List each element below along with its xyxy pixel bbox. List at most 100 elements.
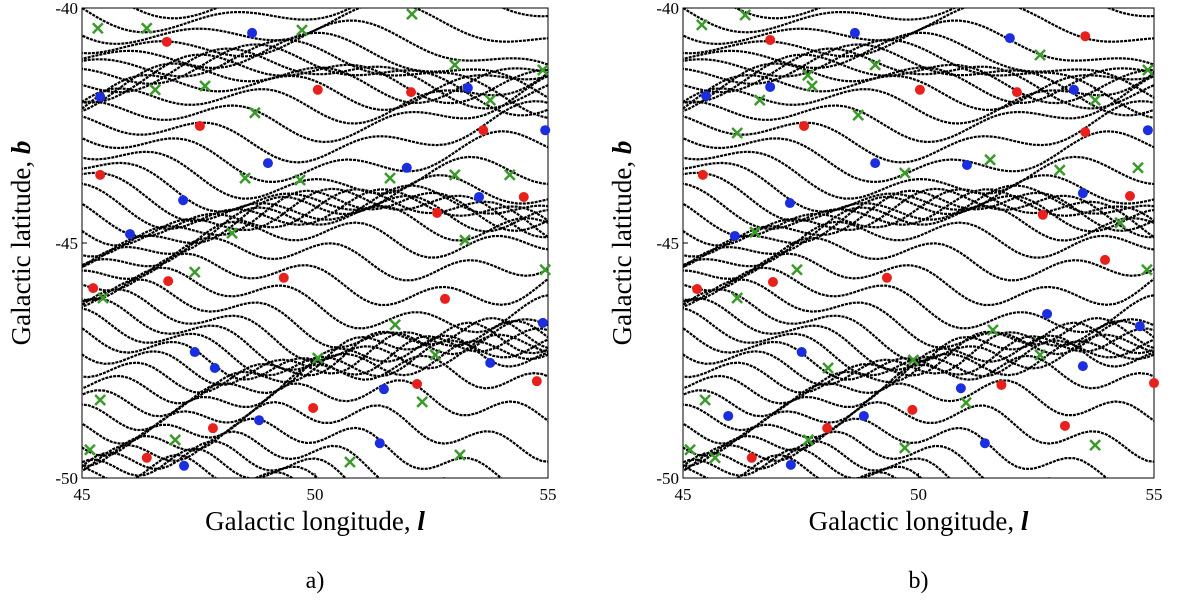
contour-line	[82, 440, 347, 478]
point	[870, 158, 881, 169]
x-axis-label-text: Galactic longitude,	[809, 506, 1021, 536]
point	[531, 376, 542, 387]
contour-line	[683, 316, 1154, 394]
contour-line	[683, 266, 1154, 334]
contour-line	[683, 321, 1154, 405]
saddle-point	[91, 22, 104, 35]
saddle-point	[1089, 94, 1102, 107]
x-tick-label: 50	[307, 485, 324, 504]
contours	[82, 8, 548, 478]
contour-line	[683, 43, 1154, 117]
saddle-point	[454, 449, 466, 461]
saddle-point	[406, 8, 418, 20]
point	[1011, 87, 1022, 98]
contour-line	[82, 204, 548, 269]
contour-line	[733, 8, 823, 20]
saddle-point	[749, 226, 761, 239]
saddle-point	[448, 58, 461, 71]
point	[1068, 84, 1079, 95]
saddle-point	[448, 168, 461, 181]
point	[378, 384, 389, 395]
point	[1134, 321, 1145, 332]
y-axis-label: Galactic latitude, b	[607, 141, 637, 346]
point	[374, 438, 385, 449]
saddle-point	[249, 106, 261, 119]
point	[1077, 361, 1088, 372]
saddle-point	[484, 94, 497, 107]
point	[474, 191, 485, 202]
point	[308, 402, 319, 413]
point	[161, 36, 172, 47]
panel-label: b)	[909, 568, 929, 594]
contour-line	[683, 130, 1154, 184]
contour-line	[82, 171, 548, 223]
contour-line	[82, 453, 294, 478]
contour-line	[683, 62, 1154, 113]
contour-line	[683, 204, 1154, 269]
saddle-point	[802, 434, 815, 446]
point	[767, 277, 778, 288]
saddle-point	[226, 227, 238, 240]
point	[907, 404, 918, 415]
contour-line	[82, 38, 548, 120]
x-axis-label: Galactic longitude, l	[205, 506, 425, 536]
contour-line	[82, 161, 548, 213]
contour-line	[683, 236, 1154, 282]
point	[822, 423, 833, 434]
saddle-point	[806, 80, 818, 92]
contour-line	[683, 8, 1154, 34]
x-tick-label: 55	[1146, 485, 1163, 504]
point	[1149, 378, 1159, 389]
x-axis-label-symbol: l	[1021, 506, 1029, 536]
x-tick-label: 55	[540, 485, 557, 504]
y-axis-label-symbol: b	[607, 141, 637, 155]
contour-line	[683, 100, 1154, 164]
point	[858, 410, 869, 421]
contour-line	[683, 150, 1154, 200]
saddle-point	[169, 434, 182, 446]
contour-line	[82, 252, 548, 307]
contour-line	[82, 74, 548, 144]
point	[462, 82, 473, 93]
saddle-point	[1141, 64, 1154, 76]
x-axis-label-text: Galactic longitude,	[205, 506, 417, 536]
point	[849, 27, 860, 38]
contour-line	[683, 307, 1154, 378]
saddle-point	[898, 442, 911, 454]
point	[1004, 33, 1015, 44]
point	[88, 283, 99, 294]
saddle-point	[699, 394, 712, 406]
saddle-point	[503, 168, 516, 181]
contour-line	[82, 8, 548, 45]
contour-line	[683, 73, 1154, 111]
point	[962, 159, 973, 170]
saddle-point	[731, 127, 744, 139]
y-tick-label: -40	[55, 0, 78, 18]
contour-line	[683, 453, 898, 478]
contour-line	[683, 189, 1154, 258]
saddle-point	[960, 396, 972, 409]
point	[1142, 125, 1153, 136]
saddle-point	[695, 19, 708, 31]
point	[485, 357, 496, 368]
point	[178, 195, 189, 206]
point	[141, 452, 152, 463]
point	[765, 34, 776, 45]
contour-line	[683, 47, 1154, 110]
point	[881, 272, 892, 283]
saddle-point	[140, 22, 153, 35]
contour-line	[683, 297, 1154, 377]
point	[95, 169, 106, 180]
contours	[683, 8, 1154, 478]
contour-line	[131, 8, 220, 20]
point	[996, 379, 1007, 390]
point	[1080, 31, 1091, 42]
point	[697, 169, 708, 180]
contour-line	[82, 236, 548, 282]
contour-line	[683, 220, 1154, 268]
saddle-point	[709, 451, 721, 464]
